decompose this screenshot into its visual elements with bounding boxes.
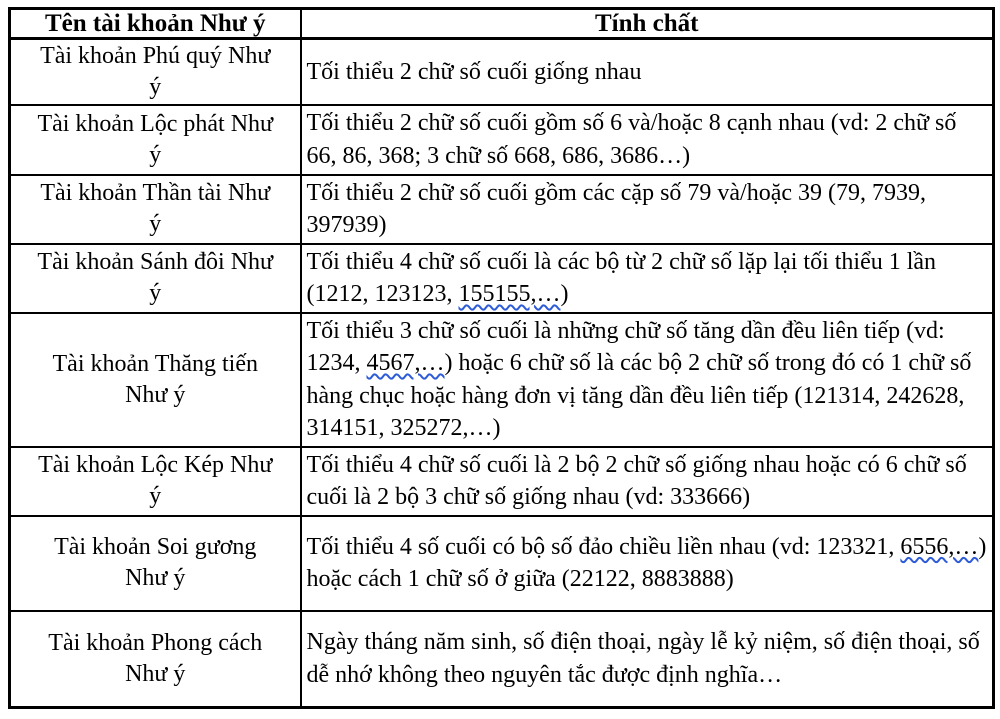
account-name-line: Tài khoản Lộc Kép Như [38,452,273,478]
property-text-spellcheck: 155155,… [458,281,561,307]
property-text: Tối thiểu 2 chữ số cuối giống nhau [306,58,642,85]
property-text: ) hoặc cách 1 chữ số ở giữa (22122, 8883… [306,533,987,593]
account-name-line: Tài khoản Phong cách [48,629,263,656]
property-text: Tối thiểu 4 chữ số cuối là 2 bộ 2 chữ số… [306,451,967,511]
property-text: ) [560,281,569,307]
table-row: Tài khoản Phong cách Như ý Ngày tháng nă… [8,609,995,709]
property-cell: Tối thiểu 4 chữ số cuối là 2 bộ 2 chữ số… [299,445,995,517]
account-name-cell: Tài khoản Sánh đôi Như ý [8,242,302,314]
account-name-cell: Tài khoản Thăng tiến Như ý [8,311,302,448]
property-text: Tối thiểu 2 chữ số cuối gồm các cặp số 7… [306,179,927,239]
property-cell: Ngày tháng năm sinh, số điện thoại, ngày… [299,609,995,709]
account-name-line: ý [149,483,162,509]
account-name-cell: Tài khoản Phong cách Như ý [8,609,302,709]
property-cell: Tối thiểu 3 chữ số cuối là những chữ số … [299,311,995,448]
property-cell: Tối thiểu 2 chữ số cuối gồm số 6 và/hoặc… [299,103,995,176]
property-text: Tối thiểu 3 chữ số cuối là những chữ số … [306,317,945,377]
account-name-line: ý [149,280,162,306]
property-text: Tối thiểu 2 chữ số cuối gồm số 6 và/hoặc… [306,110,957,169]
account-name-cell: Tài khoản Soi gương Như ý [8,514,302,612]
account-name-line: Như ý [125,381,186,408]
table-row: Tài khoản Soi gương Như ý Tối thiểu 4 số… [8,514,995,612]
property-text-spellcheck: 4567,… [366,350,445,376]
table-row: Tài khoản Phú quý Như ý Tối thiểu 2 chữ … [8,37,995,106]
account-name-line: Tài khoản Phú quý Như [40,42,271,69]
account-name-line: Tài khoản Soi gương [54,534,257,560]
account-name-line: Tài khoản Sánh đôi Như [37,249,274,275]
account-name-cell: Tài khoản Lộc Kép Như ý [8,445,302,517]
account-name-cell: Tài khoản Lộc phát Như ý [8,103,302,176]
account-name-cell: Tài khoản Phú quý Như ý [8,37,302,106]
property-text: Tối thiểu 4 số cuối có bộ số đảo chiều l… [306,533,901,560]
account-name-line: Tài khoản Thăng tiến [52,350,259,377]
account-name-line: Như ý [125,660,186,687]
table-header-account-name: Tên tài khoản Như ý [8,7,302,40]
table-row: Tài khoản Lộc Kép Như ý Tối thiểu 4 chữ … [8,445,995,517]
table-row: Tài khoản Thần tài Như ý Tối thiểu 2 chữ… [8,173,995,245]
account-name-line: Như ý [125,565,186,591]
property-text-spellcheck: 6556,… [900,533,979,560]
property-cell: Tối thiểu 2 chữ số cuối giống nhau [299,37,995,106]
account-name-line: ý [149,73,162,100]
table-row: Tài khoản Lộc phát Như ý Tối thiểu 2 chữ… [8,103,995,176]
account-name-line: Tài khoản Lộc phát Như [37,110,274,137]
property-text: Tối thiểu 4 chữ số cuối là các bộ từ 2 c… [306,248,937,308]
property-text: Ngày tháng năm sinh, số điện thoại, ngày… [306,629,980,688]
account-name-line: Tài khoản Thần tài Như [40,180,271,206]
account-name-line: ý [149,141,162,168]
account-name-line: ý [149,211,162,237]
table-header-property: Tính chất [299,7,995,40]
table-header-row: Tên tài khoản Như ý Tính chất [8,7,995,40]
property-cell: Tối thiểu 2 chữ số cuối gồm các cặp số 7… [299,173,995,245]
property-cell: Tối thiểu 4 chữ số cuối là các bộ từ 2 c… [299,242,995,314]
account-name-cell: Tài khoản Thần tài Như ý [8,173,302,245]
property-cell: Tối thiểu 4 số cuối có bộ số đảo chiều l… [299,514,995,612]
table-row: Tài khoản Thăng tiến Như ý Tối thiểu 3 c… [8,311,995,448]
accounts-table: Tên tài khoản Như ý Tính chất Tài khoản … [8,7,995,709]
property-text: ) hoặc 6 chữ số là các bộ 2 chữ số trong… [306,350,972,441]
table-row: Tài khoản Sánh đôi Như ý Tối thiểu 4 chữ… [8,242,995,314]
